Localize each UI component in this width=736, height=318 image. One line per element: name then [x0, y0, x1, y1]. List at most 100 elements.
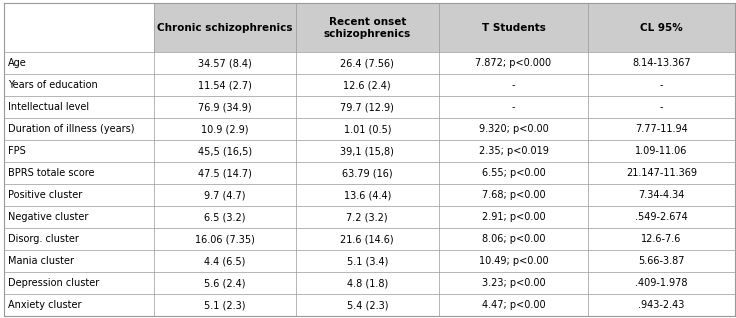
- Bar: [4, 251, 154, 273]
- Bar: [439, 3, 588, 52]
- Bar: [296, 141, 439, 162]
- Bar: [154, 119, 296, 141]
- Bar: [4, 3, 154, 52]
- Text: 5.6 (2.4): 5.6 (2.4): [204, 279, 246, 288]
- Text: 1.01 (0.5): 1.01 (0.5): [344, 124, 391, 135]
- Bar: [154, 184, 296, 206]
- Bar: [154, 162, 296, 184]
- Text: 9.320; p<0.00: 9.320; p<0.00: [478, 124, 548, 135]
- Bar: [4, 206, 154, 228]
- Text: 7.68; p<0.00: 7.68; p<0.00: [481, 190, 545, 200]
- Text: 6.55; p<0.00: 6.55; p<0.00: [481, 169, 545, 178]
- Bar: [154, 228, 296, 251]
- Text: 7.2 (3.2): 7.2 (3.2): [347, 212, 388, 222]
- Text: 47.5 (14.7): 47.5 (14.7): [198, 169, 252, 178]
- Text: CL 95%: CL 95%: [640, 23, 683, 33]
- Text: Chronic schizophrenics: Chronic schizophrenics: [157, 23, 292, 33]
- Bar: [4, 273, 154, 294]
- Bar: [588, 74, 735, 96]
- Text: 11.54 (2.7): 11.54 (2.7): [198, 80, 252, 90]
- Text: Intellectual level: Intellectual level: [8, 102, 89, 113]
- Text: 8.14-13.367: 8.14-13.367: [632, 59, 691, 68]
- Bar: [4, 52, 154, 74]
- Bar: [154, 52, 296, 74]
- Bar: [296, 294, 439, 316]
- Bar: [154, 3, 296, 52]
- Text: Disorg. cluster: Disorg. cluster: [8, 234, 79, 245]
- Bar: [588, 206, 735, 228]
- Bar: [154, 294, 296, 316]
- Text: 8.06; p<0.00: 8.06; p<0.00: [481, 234, 545, 245]
- Text: 5.66-3.87: 5.66-3.87: [638, 256, 684, 266]
- Text: 79.7 (12.9): 79.7 (12.9): [340, 102, 394, 113]
- Bar: [588, 228, 735, 251]
- Bar: [154, 206, 296, 228]
- Text: 12.6 (2.4): 12.6 (2.4): [344, 80, 391, 90]
- Bar: [439, 52, 588, 74]
- Text: Negative cluster: Negative cluster: [8, 212, 88, 222]
- Bar: [154, 251, 296, 273]
- Bar: [439, 294, 588, 316]
- Bar: [154, 273, 296, 294]
- Bar: [154, 74, 296, 96]
- Text: 26.4 (7.56): 26.4 (7.56): [340, 59, 394, 68]
- Text: 7.872; p<0.000: 7.872; p<0.000: [475, 59, 551, 68]
- Bar: [439, 273, 588, 294]
- Bar: [439, 119, 588, 141]
- Bar: [588, 273, 735, 294]
- Bar: [4, 141, 154, 162]
- Bar: [296, 184, 439, 206]
- Bar: [439, 74, 588, 96]
- Bar: [296, 228, 439, 251]
- Bar: [4, 228, 154, 251]
- Bar: [4, 119, 154, 141]
- Text: 76.9 (34.9): 76.9 (34.9): [198, 102, 252, 113]
- Text: Duration of illness (years): Duration of illness (years): [8, 124, 135, 135]
- Bar: [4, 96, 154, 119]
- Bar: [4, 74, 154, 96]
- Bar: [4, 294, 154, 316]
- Bar: [4, 162, 154, 184]
- Text: Positive cluster: Positive cluster: [8, 190, 82, 200]
- Text: 7.77-11.94: 7.77-11.94: [635, 124, 688, 135]
- Bar: [588, 119, 735, 141]
- Text: 2.35; p<0.019: 2.35; p<0.019: [478, 147, 548, 156]
- Text: 10.9 (2.9): 10.9 (2.9): [201, 124, 249, 135]
- Bar: [296, 162, 439, 184]
- Text: Depression cluster: Depression cluster: [8, 279, 99, 288]
- Bar: [439, 96, 588, 119]
- Text: 21.6 (14.6): 21.6 (14.6): [341, 234, 394, 245]
- Bar: [296, 3, 439, 52]
- Text: 34.57 (8.4): 34.57 (8.4): [198, 59, 252, 68]
- Text: BPRS totale score: BPRS totale score: [8, 169, 95, 178]
- Text: 21.147-11.369: 21.147-11.369: [626, 169, 697, 178]
- Bar: [439, 184, 588, 206]
- Text: .409-1.978: .409-1.978: [635, 279, 687, 288]
- Bar: [296, 96, 439, 119]
- Bar: [588, 294, 735, 316]
- Bar: [439, 206, 588, 228]
- Text: .943-2.43: .943-2.43: [638, 301, 684, 310]
- Text: 1.09-11.06: 1.09-11.06: [635, 147, 687, 156]
- Text: -: -: [512, 80, 515, 90]
- Text: 39,1 (15,8): 39,1 (15,8): [340, 147, 394, 156]
- Bar: [4, 184, 154, 206]
- Text: Years of education: Years of education: [8, 80, 98, 90]
- Bar: [439, 141, 588, 162]
- Text: 3.23; p<0.00: 3.23; p<0.00: [481, 279, 545, 288]
- Text: -: -: [659, 80, 663, 90]
- Text: 9.7 (4.7): 9.7 (4.7): [204, 190, 246, 200]
- Bar: [154, 141, 296, 162]
- Text: Recent onset
schizophrenics: Recent onset schizophrenics: [324, 17, 411, 39]
- Bar: [296, 251, 439, 273]
- Bar: [588, 184, 735, 206]
- Text: -: -: [512, 102, 515, 113]
- Text: 5.1 (2.3): 5.1 (2.3): [204, 301, 246, 310]
- Bar: [439, 162, 588, 184]
- Text: .549-2.674: .549-2.674: [635, 212, 688, 222]
- Bar: [296, 74, 439, 96]
- Bar: [588, 251, 735, 273]
- Text: 13.6 (4.4): 13.6 (4.4): [344, 190, 391, 200]
- Text: Age: Age: [8, 59, 26, 68]
- Text: T Students: T Students: [481, 23, 545, 33]
